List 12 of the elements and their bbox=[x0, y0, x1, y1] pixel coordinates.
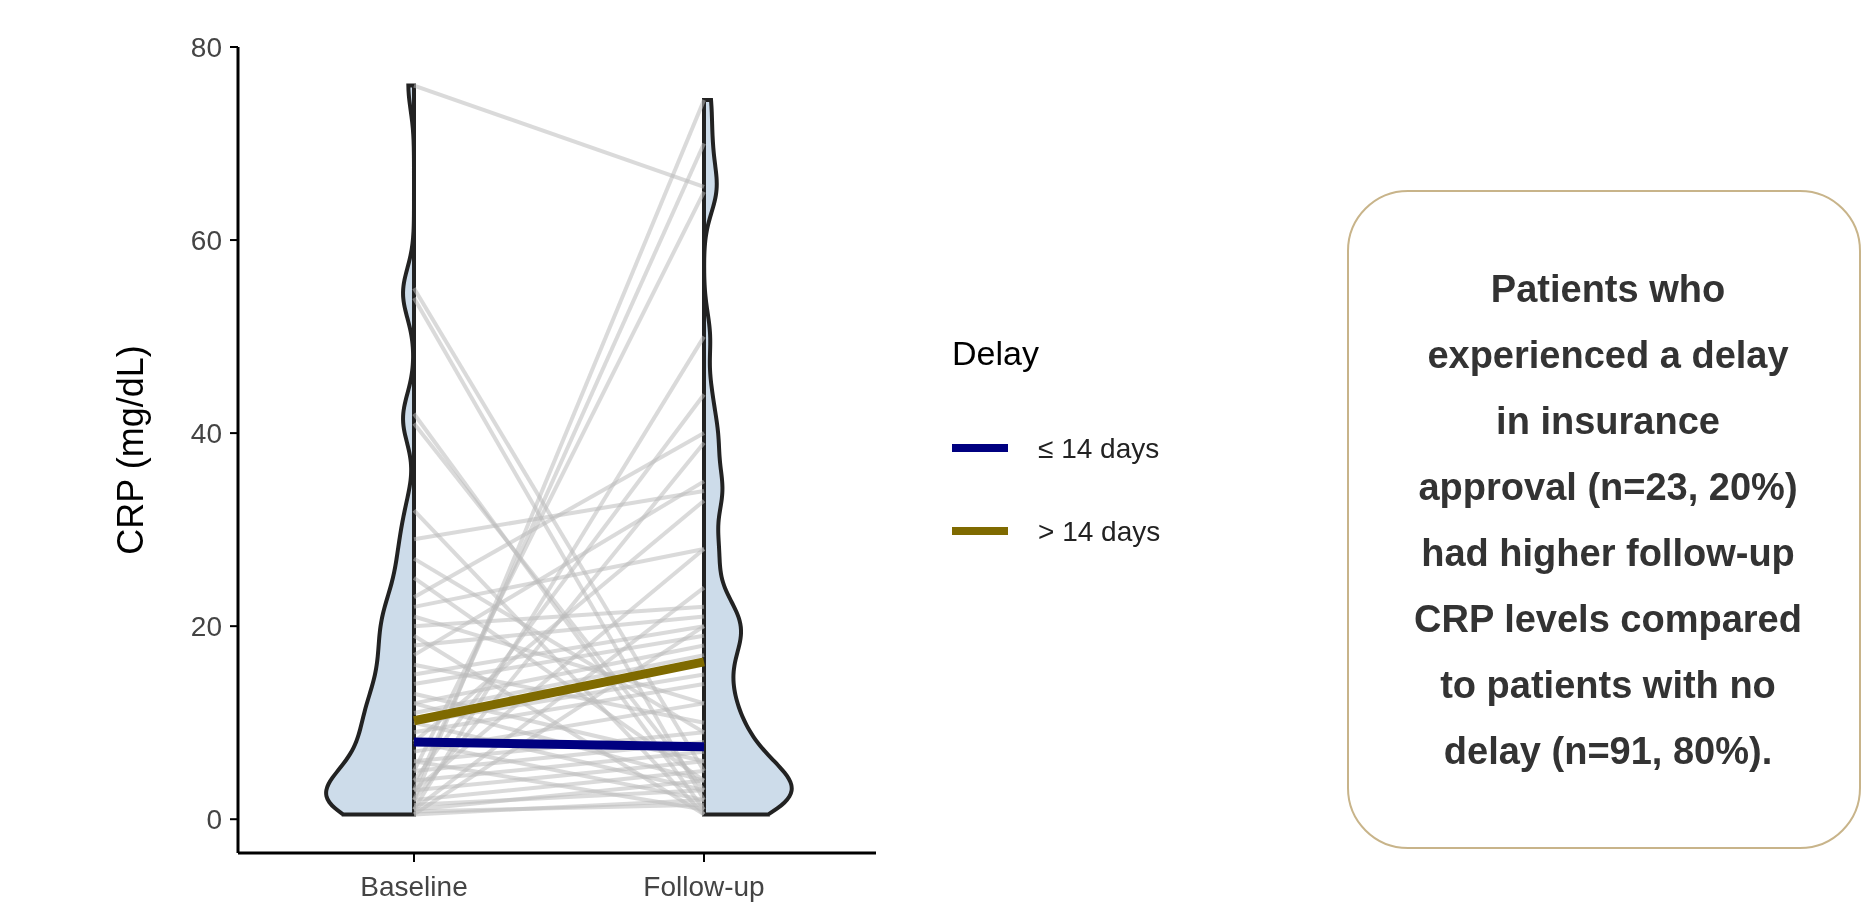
legend-title: Delay bbox=[952, 334, 1039, 372]
legend-label: > 14 days bbox=[1038, 515, 1161, 547]
y-axis-title: CRP (mg/dL) bbox=[110, 345, 151, 555]
x-tick-label: Baseline bbox=[360, 871, 468, 902]
y-tick-label: 20 bbox=[190, 610, 222, 642]
y-tick-label: 0 bbox=[206, 804, 222, 836]
x-tick-label: Follow-up bbox=[643, 871, 765, 902]
legend-label: ≤ 14 days bbox=[1038, 432, 1160, 464]
y-tick-label: 60 bbox=[190, 224, 222, 256]
y-tick-label: 80 bbox=[190, 31, 222, 63]
text: Patients who experienced a delay in insurance approval (n=23, 20%) had higher follow-up CRP levels compared to patients with no delay (n=91, 80%). bbox=[1414, 267, 1802, 772]
y-tick-label: 40 bbox=[190, 417, 222, 449]
